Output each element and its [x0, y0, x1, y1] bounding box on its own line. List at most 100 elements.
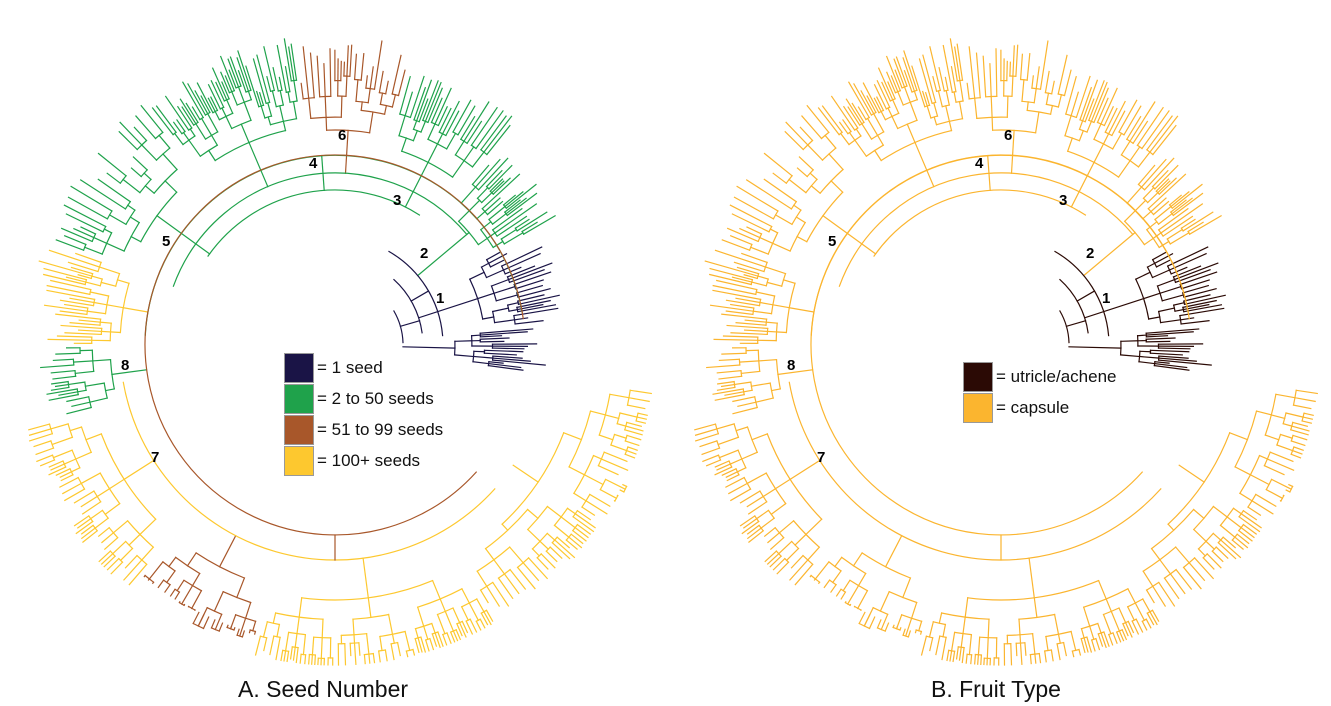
- tree-branch: [801, 115, 823, 140]
- tree-branch: [353, 53, 358, 81]
- tree-branch: [1269, 451, 1294, 463]
- tree-branch: [39, 459, 56, 467]
- tree-branch: [442, 633, 448, 646]
- tree-branch: [80, 226, 97, 235]
- tree-branch: [485, 585, 501, 607]
- tree-branch: [349, 44, 353, 77]
- tree-branch: [491, 347, 525, 350]
- tree-branch: [56, 335, 93, 338]
- tree-branch: [831, 570, 842, 584]
- legend-item-2-to-50-seeds: = 2 to 50 seeds: [284, 384, 443, 414]
- tree-branch: [391, 54, 402, 95]
- tree-branch: [1279, 433, 1293, 439]
- tree-branch: [64, 332, 102, 336]
- tree-branch: [75, 252, 102, 264]
- tree-branch: [830, 180, 844, 194]
- tree-branch: [835, 588, 842, 597]
- tree-branch: [840, 591, 847, 600]
- tree-branch: [581, 506, 596, 517]
- tree-branch: [970, 654, 973, 665]
- tree-branch: [1151, 251, 1167, 261]
- tree-branch: [526, 528, 541, 543]
- tree-branch: [876, 134, 885, 147]
- tree-branch: [463, 101, 490, 143]
- legend-item-51-to-99-seeds: = 51 to 99 seeds: [284, 415, 443, 445]
- tree-branch: [1174, 546, 1191, 564]
- tree-branch: [97, 178, 132, 203]
- tree-branch: [880, 613, 889, 631]
- tree-branch: [213, 590, 224, 612]
- tree-branch: [718, 358, 741, 362]
- tree-branch: [485, 609, 494, 622]
- tree-branch: [794, 563, 814, 586]
- tree-branch: [757, 275, 769, 280]
- tree-branch: [759, 301, 774, 306]
- tree-branch: [457, 105, 476, 136]
- tree-branch: [84, 382, 105, 387]
- tree-branch: [420, 120, 427, 133]
- tree-branch: [845, 98, 863, 125]
- tree-branch: [1188, 214, 1222, 236]
- tree-branch: [253, 630, 257, 635]
- tree-branch: [637, 412, 648, 417]
- panel-caption: A. Seed Number: [238, 676, 409, 702]
- tree-branch: [853, 83, 873, 116]
- tree-branch: [823, 579, 831, 589]
- tree-branch: [1019, 642, 1023, 665]
- tree-branch: [769, 228, 779, 234]
- tree-branch: [1155, 178, 1170, 193]
- tree-branch: [893, 58, 906, 88]
- tree-branch: [517, 294, 560, 306]
- tree-branch: [949, 650, 953, 662]
- tree-branch: [477, 157, 509, 191]
- tree-branch: [1095, 637, 1101, 651]
- tree-branch: [50, 463, 66, 471]
- tree-branch: [508, 546, 525, 564]
- tree-branch: [236, 57, 250, 92]
- tree-branch: [76, 517, 92, 529]
- tree-branch: [104, 388, 116, 392]
- tree-branch: [752, 310, 773, 315]
- panel-caption: B. Fruit Type: [931, 676, 1061, 702]
- tree-branch: [429, 637, 435, 651]
- tree-branch: [480, 262, 490, 268]
- tree-arc: [89, 288, 92, 296]
- tree-branch: [788, 307, 815, 313]
- tree-branch: [233, 627, 236, 631]
- tree-branch: [852, 552, 863, 567]
- tree-branch: [262, 621, 269, 638]
- tree-branch: [776, 561, 790, 575]
- tree-branch: [1156, 278, 1176, 287]
- tree-branch: [1183, 294, 1211, 302]
- tree-branch: [991, 116, 994, 131]
- tree-branch: [100, 281, 117, 287]
- node-label-4: 4: [309, 155, 318, 172]
- tree-branch: [1076, 290, 1096, 302]
- tree-branch: [958, 100, 964, 120]
- tree-branch: [228, 69, 237, 89]
- tree-branch: [413, 86, 427, 121]
- tree-arc: [767, 509, 776, 520]
- tree-branch: [1010, 642, 1013, 666]
- tree-branch: [35, 447, 55, 456]
- tree-branch: [503, 573, 520, 595]
- tree-branch: [36, 454, 54, 463]
- tree-branch: [1180, 218, 1196, 230]
- tree-branch: [140, 546, 155, 561]
- tree-branch: [720, 383, 736, 388]
- tree-branch: [353, 634, 356, 644]
- tree-arc: [249, 629, 257, 633]
- tree-branch: [46, 284, 91, 296]
- tree-branch: [405, 650, 409, 658]
- tree-branch: [505, 197, 527, 215]
- tree-arc: [805, 191, 844, 243]
- tree-branch: [1158, 357, 1197, 362]
- tree-arc: [139, 191, 178, 243]
- tree-branch: [772, 557, 786, 571]
- tree-branch: [928, 621, 935, 638]
- tree-arc: [746, 426, 758, 454]
- tree-branch: [527, 557, 549, 580]
- tree-branch: [324, 95, 327, 118]
- tree-branch: [1166, 246, 1209, 267]
- tree-branch: [465, 620, 474, 635]
